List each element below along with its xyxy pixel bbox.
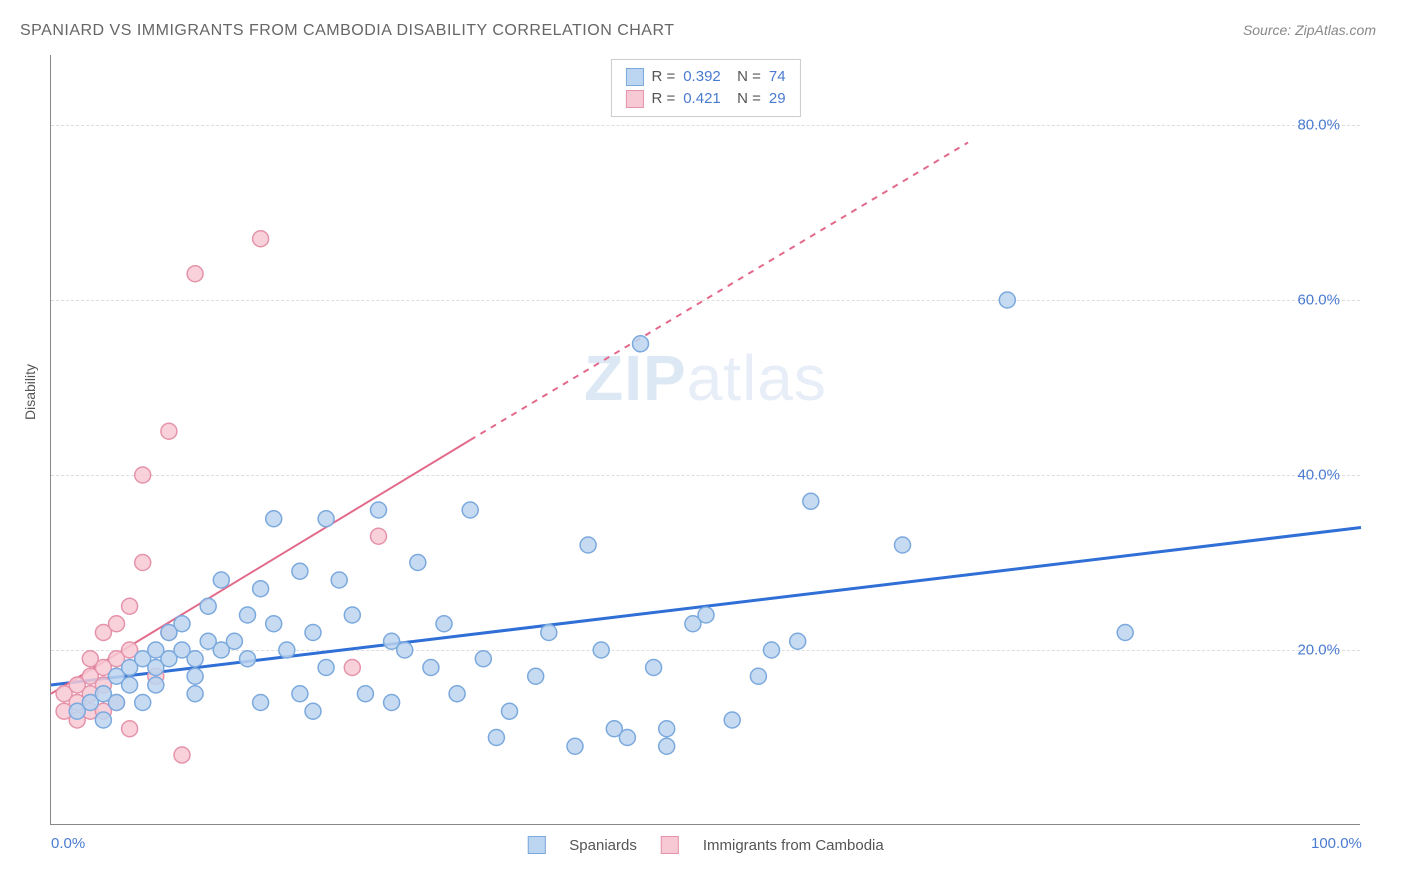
data-point [109,695,125,711]
data-point [371,528,387,544]
data-point [187,266,203,282]
data-point [462,502,478,518]
data-point [659,738,675,754]
data-point [109,616,125,632]
data-point [567,738,583,754]
data-point [371,502,387,518]
data-point [593,642,609,658]
data-point [790,633,806,649]
data-point [266,616,282,632]
data-point [999,292,1015,308]
data-point [750,668,766,684]
data-point [240,607,256,623]
data-point [1117,625,1133,641]
data-point [161,423,177,439]
data-point [174,616,190,632]
trendline-dashed-1 [470,143,968,441]
data-point [397,642,413,658]
data-point [174,747,190,763]
data-point [226,633,242,649]
data-point [187,668,203,684]
data-point [475,651,491,667]
data-point [135,467,151,483]
chart-title: SPANIARD VS IMMIGRANTS FROM CAMBODIA DIS… [20,22,675,40]
data-point [305,625,321,641]
data-point [318,511,334,527]
data-point [135,695,151,711]
data-point [122,677,138,693]
x-tick-label: 100.0% [1311,835,1362,852]
data-point [724,712,740,728]
chart-plot-area: ZIPatlas 20.0%40.0%60.0%80.0% 0.0%100.0%… [50,55,1360,825]
data-point [318,660,334,676]
x-tick-label: 0.0% [51,835,85,852]
data-point [659,721,675,737]
data-point [253,581,269,597]
data-point [331,572,347,588]
data-point [266,511,282,527]
y-axis-label: Disability [22,364,38,420]
data-point [95,712,111,728]
data-point [187,651,203,667]
data-point [410,555,426,571]
data-point [619,730,635,746]
data-point [240,651,256,667]
legend-swatch [527,836,545,854]
data-point [580,537,596,553]
legend-label: Immigrants from Cambodia [703,837,884,854]
data-point [698,607,714,623]
data-point [305,703,321,719]
data-point [803,493,819,509]
data-point [200,598,216,614]
series-legend: Spaniards Immigrants from Cambodia [527,836,883,854]
data-point [502,703,518,719]
data-point [357,686,373,702]
data-point [895,537,911,553]
data-point [292,686,308,702]
legend-label: Spaniards [569,837,637,854]
data-point [764,642,780,658]
data-point [344,660,360,676]
data-point [135,555,151,571]
data-point [449,686,465,702]
data-point [292,563,308,579]
data-point [633,336,649,352]
data-point [122,721,138,737]
data-point [344,607,360,623]
data-point [253,695,269,711]
scatter-plot [51,55,1360,824]
data-point [253,231,269,247]
data-point [528,668,544,684]
data-point [384,695,400,711]
data-point [213,572,229,588]
data-point [187,686,203,702]
data-point [122,598,138,614]
data-point [436,616,452,632]
data-point [148,677,164,693]
source-attribution: Source: ZipAtlas.com [1243,22,1376,38]
data-point [541,625,557,641]
data-point [279,642,295,658]
data-point [423,660,439,676]
data-point [646,660,662,676]
legend-swatch [661,836,679,854]
data-point [488,730,504,746]
